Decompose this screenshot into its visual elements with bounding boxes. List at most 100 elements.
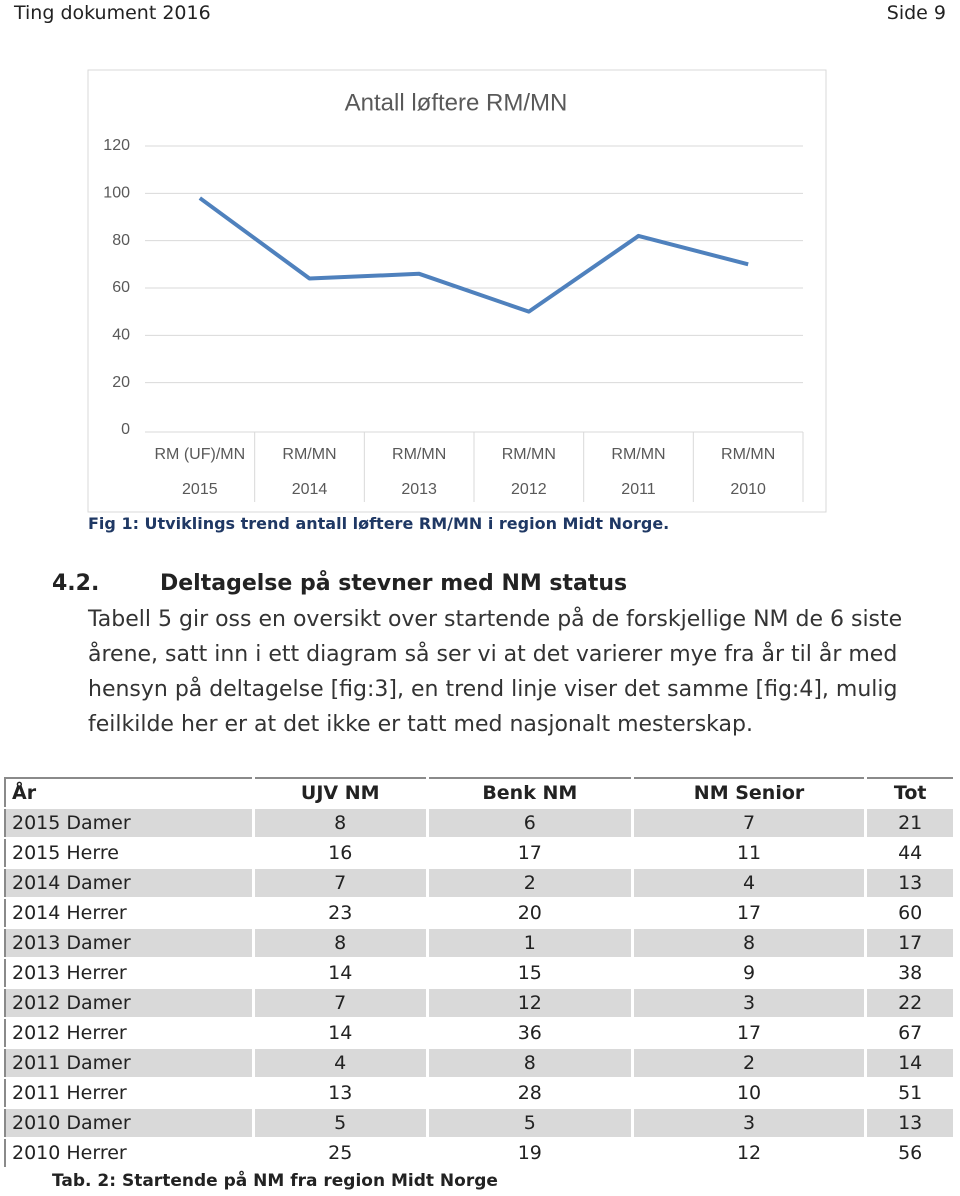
table-cell: 2010 Damer xyxy=(5,1108,255,1139)
table-cell: 10 xyxy=(632,1078,868,1109)
table-cell: NM Senior xyxy=(632,778,868,809)
table-cell: 17 xyxy=(632,898,868,929)
table-row: 2012 Herrer 14 36 17 67 xyxy=(5,1018,956,1049)
table-cell: 14 xyxy=(253,958,429,989)
section-paragraph: Tabell 5 gir oss en oversikt over starte… xyxy=(88,607,903,737)
table-cell: 13 xyxy=(865,1108,956,1139)
table-cell: 15 xyxy=(427,958,634,989)
table-cell: 13 xyxy=(253,1078,429,1109)
table-cell: 2013 Damer xyxy=(5,928,255,959)
section-title: Deltagelse på stevner med NM status xyxy=(160,571,628,596)
section-number: 4.2. xyxy=(52,571,100,596)
table-row: År UJV NM Benk NM NM Senior Tot xyxy=(5,778,956,809)
table-cell: 20 xyxy=(427,898,634,929)
table-cell: 14 xyxy=(253,1018,429,1049)
table-cell: 7 xyxy=(632,808,868,839)
table-row: 2015 Damer 8 6 7 21 xyxy=(5,808,956,839)
table-row: 2010 Herrer 25 19 12 56 xyxy=(5,1138,956,1169)
table-cell: 11 xyxy=(632,838,868,869)
data-table: År UJV NM Benk NM NM Senior Tot 2015 Damer 8 6 7… xyxy=(4,777,956,1169)
table-cell: 2 xyxy=(427,868,634,899)
table-cell: 51 xyxy=(865,1078,956,1109)
table-cell: 2011 Herrer xyxy=(5,1078,255,1109)
data-line xyxy=(198,196,749,314)
table-row: 2014 Damer 7 2 4 13 xyxy=(5,868,956,899)
table-cell: 2013 Herrer xyxy=(5,958,255,989)
table-cell: 3 xyxy=(632,988,868,1019)
table-caption: Tab. 2: Startende på NM fra region Midt … xyxy=(52,1171,498,1191)
table-cell: 12 xyxy=(632,1138,868,1169)
table-cell: 13 xyxy=(865,868,956,899)
chart-frame xyxy=(87,69,827,513)
table-cell: Benk NM xyxy=(427,778,634,809)
y-tick-label: 60 xyxy=(112,279,130,296)
x-tick-label: RM/MN xyxy=(611,446,665,463)
table-cell: 36 xyxy=(427,1018,634,1049)
table-row: 2013 Damer 8 1 8 17 xyxy=(5,928,956,959)
table-cell: 12 xyxy=(427,988,634,1019)
x-tick-label: 2014 xyxy=(292,481,328,498)
table-cell: 2010 Herrer xyxy=(5,1138,255,1169)
figure-caption: Fig 1: Utviklings trend antall løftere R… xyxy=(88,514,670,533)
table-row: 2013 Herrer 14 15 9 38 xyxy=(5,958,956,989)
table-cell: 17 xyxy=(865,928,956,959)
table-cell: 44 xyxy=(865,838,956,869)
table-cell: 16 xyxy=(253,838,429,869)
table-cell: 6 xyxy=(427,808,634,839)
table-row: 2010 Damer 5 5 3 13 xyxy=(5,1108,956,1139)
table-cell: UJV NM xyxy=(253,778,429,809)
x-tick-label: RM/MN xyxy=(502,446,556,463)
chart-title: Antall løftere RM/MN xyxy=(345,89,568,116)
header-right: Side 9 xyxy=(886,2,946,24)
table-cell: 17 xyxy=(632,1018,868,1049)
table-cell: 60 xyxy=(865,898,956,929)
x-tick-label: RM/MN xyxy=(282,446,336,463)
table-row: 2015 Herre 16 17 11 44 xyxy=(5,838,956,869)
table-cell: 17 xyxy=(427,838,634,869)
table-cell: 2 xyxy=(632,1048,868,1079)
table-cell: 2015 Damer xyxy=(5,808,255,839)
table-cell: 2012 Herrer xyxy=(5,1018,255,1049)
table-cell: 8 xyxy=(253,808,429,839)
header-left: Ting dokument 2016 xyxy=(14,2,211,24)
table-cell: 22 xyxy=(865,988,956,1019)
table-row: 2012 Damer 7 12 3 22 xyxy=(5,988,956,1019)
x-tick-label: RM/MN xyxy=(392,446,446,463)
table-cell: År xyxy=(5,778,255,809)
table-cell: Tot xyxy=(865,778,956,809)
table-cell: 7 xyxy=(253,988,429,1019)
table-cell: 21 xyxy=(865,808,956,839)
table-cell: 23 xyxy=(253,898,429,929)
table-cell: 9 xyxy=(632,958,868,989)
table-cell: 2014 Damer xyxy=(5,868,255,899)
y-tick-label: 120 xyxy=(103,137,130,154)
x-tick-label: 2010 xyxy=(730,481,766,498)
table-cell: 19 xyxy=(427,1138,634,1169)
table-cell: 56 xyxy=(865,1138,956,1169)
y-tick-label: 0 xyxy=(121,421,130,438)
table-cell: 14 xyxy=(865,1048,956,1079)
y-tick-label: 20 xyxy=(112,374,130,391)
x-tick-label: 2012 xyxy=(511,481,547,498)
x-tick-label: 2013 xyxy=(401,481,437,498)
chart: Antall løftere RM/MN 0 20 40 60 80 100 120 RM (… xyxy=(87,69,827,513)
table-row: 2011 Damer 4 8 2 14 xyxy=(5,1048,956,1079)
table-row: 2011 Herrer 13 28 10 51 xyxy=(5,1078,956,1109)
table-cell: 4 xyxy=(632,868,868,899)
table-cell: 38 xyxy=(865,958,956,989)
y-tick-label: 40 xyxy=(112,327,130,344)
x-tick-label: 2015 xyxy=(182,481,218,498)
table-cell: 1 xyxy=(427,928,634,959)
table-cell: 28 xyxy=(427,1078,634,1109)
table-cell: 2011 Damer xyxy=(5,1048,255,1079)
table-cell: 3 xyxy=(632,1108,868,1139)
x-tick-label: 2011 xyxy=(621,481,656,498)
table-cell: 67 xyxy=(865,1018,956,1049)
table-cell: 5 xyxy=(253,1108,429,1139)
table-cell: 2015 Herre xyxy=(5,838,255,869)
table-cell: 25 xyxy=(253,1138,429,1169)
x-tick-label: RM/MN xyxy=(721,446,775,463)
y-tick-label: 80 xyxy=(112,232,130,249)
